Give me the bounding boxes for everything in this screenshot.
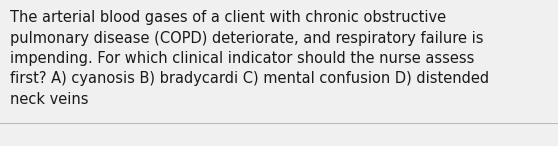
Text: The arterial blood gases of a client with chronic obstructive
pulmonary disease : The arterial blood gases of a client wit… [10, 10, 489, 107]
